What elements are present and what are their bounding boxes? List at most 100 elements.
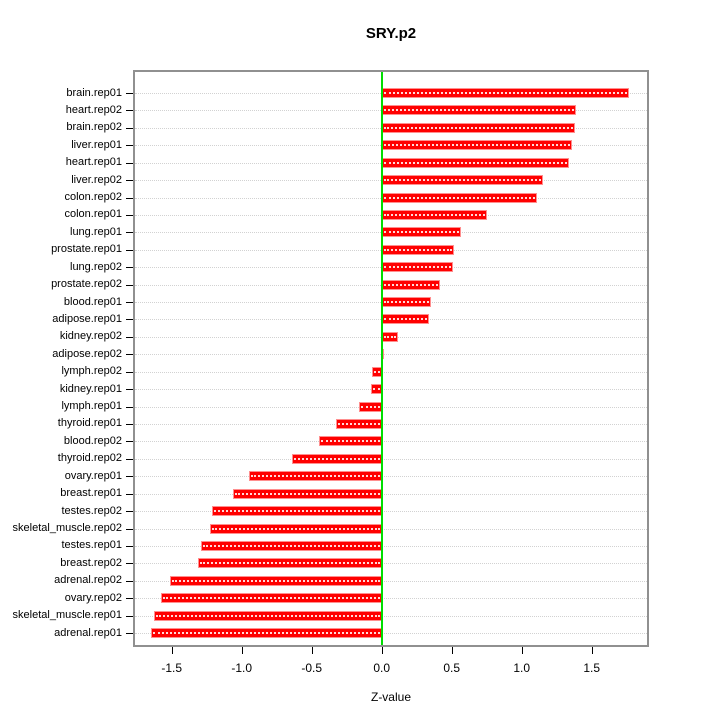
y-tick-label: skeletal_muscle.rep01 bbox=[12, 609, 122, 622]
y-tick-label: kidney.rep01 bbox=[59, 382, 122, 395]
bar bbox=[248, 471, 382, 482]
bar-stipple bbox=[214, 510, 380, 513]
y-tick-label: heart.rep02 bbox=[65, 103, 122, 116]
bar bbox=[381, 175, 543, 186]
bar bbox=[381, 192, 538, 203]
bar-stipple bbox=[383, 196, 536, 199]
bar bbox=[381, 244, 455, 255]
y-tick-label: heart.rep01 bbox=[65, 156, 122, 169]
y-axis-tick bbox=[126, 580, 133, 582]
bar bbox=[170, 575, 382, 586]
x-axis-title: Z-value bbox=[370, 690, 411, 704]
gridline bbox=[135, 371, 647, 373]
x-tick-label: -1.5 bbox=[161, 661, 183, 675]
y-axis-tick bbox=[126, 197, 133, 199]
bar bbox=[233, 488, 382, 499]
y-axis-tick bbox=[126, 180, 133, 182]
bar-stipple bbox=[152, 632, 380, 635]
bar-stipple bbox=[383, 283, 439, 286]
y-tick-label: lymph.rep02 bbox=[61, 365, 122, 378]
y-axis-tick bbox=[126, 511, 133, 513]
bar-stipple bbox=[383, 248, 453, 251]
gridline bbox=[135, 615, 647, 617]
x-tick-label: 0.0 bbox=[373, 661, 391, 675]
y-axis-tick bbox=[126, 145, 133, 147]
bar-stipple bbox=[383, 213, 485, 216]
bar-stipple bbox=[383, 92, 628, 94]
y-axis-tick bbox=[126, 545, 133, 547]
y-axis-tick bbox=[126, 302, 133, 304]
bar-stipple bbox=[383, 161, 568, 164]
zero-line bbox=[380, 72, 383, 645]
bar-stipple bbox=[211, 527, 380, 530]
bar bbox=[201, 540, 382, 551]
bar bbox=[381, 140, 573, 151]
bar-stipple bbox=[200, 562, 380, 565]
bar-stipple bbox=[203, 544, 380, 547]
y-axis-tick bbox=[126, 284, 133, 286]
bar-stipple bbox=[361, 405, 380, 408]
bar-stipple bbox=[172, 579, 380, 582]
y-tick-label: adrenal.rep02 bbox=[54, 574, 122, 587]
bar bbox=[212, 506, 382, 517]
y-tick-label: blood.rep01 bbox=[63, 295, 122, 308]
y-tick-label: blood.rep02 bbox=[63, 434, 122, 447]
y-axis-tick bbox=[126, 371, 133, 373]
y-tick-label: thyroid.rep01 bbox=[57, 417, 122, 430]
y-axis-tick bbox=[126, 458, 133, 460]
bar-stipple bbox=[372, 388, 380, 391]
y-tick-label: prostate.rep01 bbox=[51, 243, 122, 256]
y-axis-tick bbox=[126, 441, 133, 443]
bar bbox=[318, 436, 382, 447]
y-axis-tick bbox=[126, 406, 133, 408]
bar-stipple bbox=[383, 301, 429, 304]
y-axis-tick bbox=[126, 336, 133, 338]
y-tick-label: colon.rep02 bbox=[64, 191, 123, 204]
bar-stipple bbox=[383, 335, 397, 338]
bar bbox=[359, 401, 382, 412]
y-tick-label: adipose.rep02 bbox=[52, 347, 122, 360]
bar-stipple bbox=[235, 492, 380, 495]
y-tick-label: ovary.rep01 bbox=[64, 469, 122, 482]
y-axis-tick bbox=[126, 249, 133, 251]
y-tick-label: testes.rep02 bbox=[61, 504, 122, 517]
bar bbox=[292, 453, 382, 464]
y-tick-label: adipose.rep01 bbox=[52, 312, 122, 325]
y-tick-label: lung.rep01 bbox=[70, 225, 122, 238]
y-tick-label: adrenal.rep01 bbox=[54, 626, 122, 639]
x-tick-label: 1.5 bbox=[583, 661, 601, 675]
bar-stipple bbox=[294, 457, 380, 460]
x-axis-tick bbox=[451, 647, 453, 654]
bar-stipple bbox=[383, 266, 452, 269]
gridline bbox=[135, 476, 647, 478]
y-tick-label: liver.rep01 bbox=[71, 138, 122, 151]
bar bbox=[153, 610, 382, 621]
y-tick-label: breast.rep01 bbox=[60, 487, 122, 500]
y-tick-label: kidney.rep02 bbox=[59, 330, 122, 343]
y-axis-tick bbox=[126, 319, 133, 321]
bar bbox=[381, 262, 454, 273]
y-tick-label: ovary.rep02 bbox=[64, 591, 122, 604]
gridline bbox=[135, 423, 647, 425]
x-axis-tick bbox=[521, 647, 523, 654]
gridline bbox=[135, 598, 647, 600]
y-axis-tick bbox=[126, 528, 133, 530]
bar-stipple bbox=[383, 144, 571, 147]
y-tick-label: breast.rep02 bbox=[60, 556, 122, 569]
gridline bbox=[135, 493, 647, 495]
y-axis-tick bbox=[126, 493, 133, 495]
y-axis-tick bbox=[126, 214, 133, 216]
y-tick-label: brain.rep01 bbox=[66, 86, 122, 99]
x-axis-tick bbox=[381, 647, 383, 654]
y-axis-tick bbox=[126, 615, 133, 617]
bar bbox=[381, 314, 430, 325]
x-tick-label: -0.5 bbox=[301, 661, 323, 675]
gridline bbox=[135, 580, 647, 582]
y-tick-label: thyroid.rep02 bbox=[57, 452, 122, 465]
chart-title: SRY.p2 bbox=[365, 25, 417, 42]
bar-stipple bbox=[383, 179, 541, 182]
y-axis-tick bbox=[126, 232, 133, 234]
x-axis-tick bbox=[171, 647, 173, 654]
bar bbox=[381, 122, 575, 133]
bar-stipple bbox=[373, 370, 380, 373]
